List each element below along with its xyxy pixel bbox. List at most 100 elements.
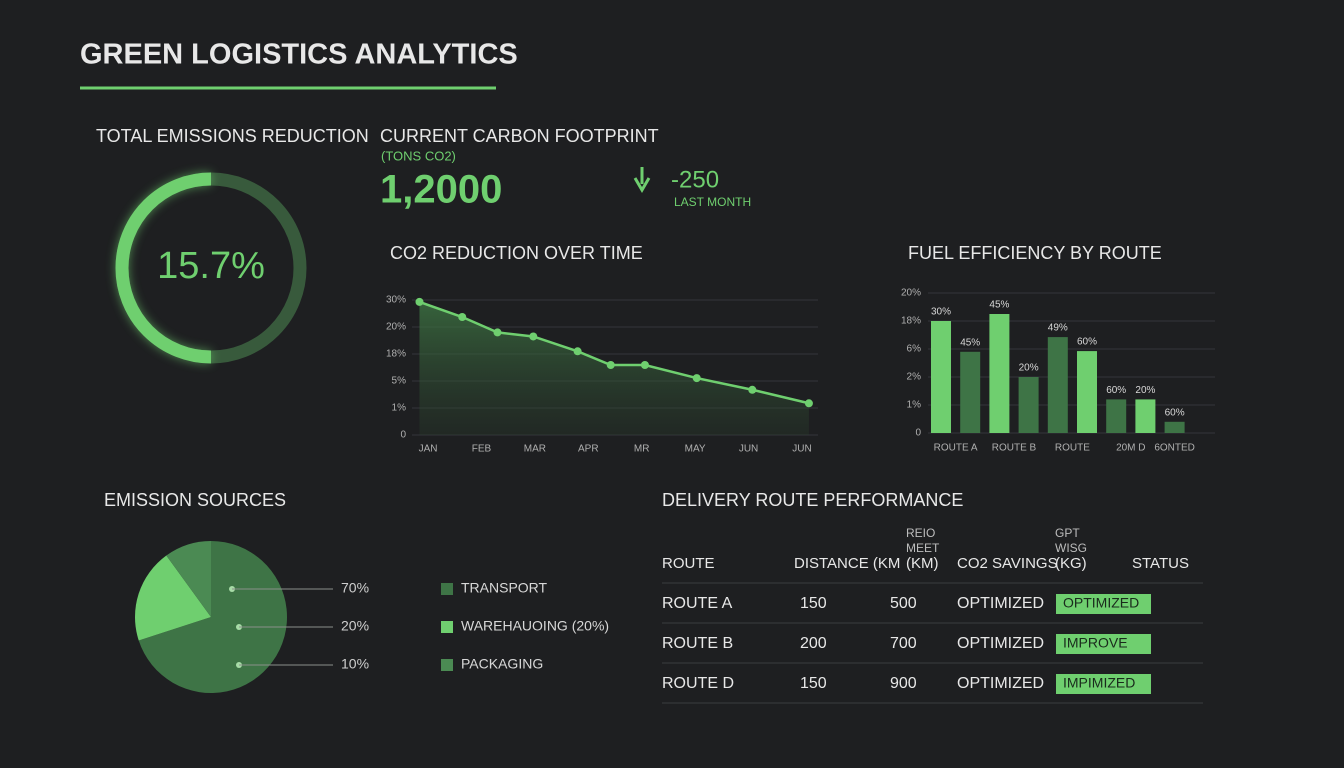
x-tick-label: ROUTE A — [934, 443, 978, 454]
table-cell: OPTIMIZED — [957, 595, 1044, 612]
bar — [1018, 377, 1039, 433]
line — [419, 300, 810, 405]
bar — [931, 321, 951, 433]
y-tick-label: 2% — [907, 372, 922, 383]
table-cell: ROUTE B — [662, 635, 733, 652]
table-cell: 900 — [890, 675, 917, 692]
y-tick-label: 1% — [907, 400, 922, 411]
bar-annotation: 60% — [1106, 385, 1126, 396]
y-tick-label: 20% — [901, 288, 921, 299]
kpi-change: -250 — [671, 166, 719, 193]
chart-title: EMISSION SOURCES — [104, 490, 286, 510]
x-tick-label: MAR — [524, 444, 546, 455]
legend-label: WAREHAUOING (20%) — [461, 618, 609, 634]
slice-label: 20% — [341, 618, 369, 634]
table-header: WISG — [1055, 541, 1087, 555]
x-tick-label: 6ONTED — [1154, 443, 1195, 454]
legend-swatch — [441, 583, 453, 595]
chart-title: FUEL EFFICIENCY BY ROUTE — [908, 243, 1162, 263]
table-cell: ROUTE D — [662, 675, 734, 692]
point — [606, 361, 615, 370]
x-tick-label: 20M D — [1116, 443, 1145, 454]
table-cell: OPTIMIZED — [957, 675, 1044, 692]
table-header: DISTANCE (KM — [794, 555, 900, 572]
legend-swatch — [441, 621, 453, 633]
point — [748, 385, 757, 394]
table-header: CO2 SAVINGS — [957, 555, 1058, 572]
x-tick-label: ROUTE B — [992, 443, 1037, 454]
table-header: (KM) — [906, 555, 939, 572]
kpi-unit: (TONS CO2) — [381, 148, 456, 163]
status-text: OPTIMIZED — [1063, 595, 1139, 611]
page-title: GREEN LOGISTICS ANALYTICS — [80, 39, 518, 71]
down-arrow — [633, 167, 651, 193]
table-cell: 500 — [890, 595, 917, 612]
y-tick-label: 6% — [907, 344, 922, 355]
point — [493, 328, 502, 337]
table-header: (KG) — [1055, 555, 1087, 572]
kpi-label: TOTAL EMISSIONS REDUCTION — [96, 126, 369, 146]
table-header: GPT — [1055, 526, 1080, 540]
bar-annotation: 60% — [1165, 407, 1185, 418]
table-header: REIO — [906, 526, 935, 540]
kpi-label: CURRENT CARBON FOOTPRINT — [380, 126, 659, 146]
point — [692, 374, 701, 383]
pie-slice — [166, 541, 211, 617]
point — [804, 399, 813, 408]
table-title: DELIVERY ROUTE PERFORMANCE — [662, 490, 963, 510]
point — [573, 347, 582, 356]
y-tick-label: 1% — [392, 403, 407, 414]
x-tick-label: MAY — [685, 444, 706, 455]
bar — [989, 314, 1010, 433]
table-cell: ROUTE A — [662, 595, 733, 612]
bar — [1077, 351, 1097, 433]
x-tick-label: JAN — [419, 444, 438, 455]
legend-label: PACKAGING — [461, 656, 543, 672]
table-header: STATUS — [1132, 555, 1189, 572]
status-text: IMPROVE — [1063, 635, 1128, 651]
x-tick-label: FEB — [472, 444, 492, 455]
table-cell: OPTIMIZED — [957, 635, 1044, 652]
x-tick-label: JUN — [739, 444, 758, 455]
bar — [1135, 399, 1156, 433]
table-cell: 200 — [800, 635, 827, 652]
area — [419, 301, 809, 435]
pie-slice — [138, 541, 287, 693]
x-tick-label: APR — [578, 444, 599, 455]
bar-annotation: 60% — [1077, 337, 1097, 348]
x-tick-label: ROUTE — [1055, 443, 1090, 454]
bar-annotation: 20% — [1135, 385, 1155, 396]
kpi-change-label: LAST MONTH — [674, 195, 751, 209]
bar — [1047, 337, 1068, 433]
chart-title: CO2 REDUCTION OVER TIME — [390, 243, 643, 263]
y-tick-label: 0 — [915, 428, 921, 439]
y-tick-label: 5% — [392, 376, 407, 387]
table-cell: 700 — [890, 635, 917, 652]
bar — [1106, 399, 1127, 433]
x-tick-label: JUN — [792, 444, 811, 455]
bar-annotation: 45% — [989, 300, 1009, 311]
y-tick-label: 0 — [400, 430, 406, 441]
x-tick-label: MR — [634, 444, 650, 455]
y-tick-label: 30% — [386, 295, 406, 306]
y-tick-label: 20% — [386, 322, 406, 333]
table-cell: 150 — [800, 595, 827, 612]
bar — [1164, 421, 1185, 433]
legend-label: TRANSPORT — [461, 580, 548, 596]
y-tick-label: 18% — [386, 349, 406, 360]
status-badge — [1056, 634, 1151, 654]
point — [640, 361, 649, 370]
table-cell: 150 — [800, 675, 827, 692]
point — [415, 297, 424, 306]
gauge-value: 15.7% — [157, 245, 265, 287]
bar-annotation: 20% — [1019, 363, 1039, 374]
slice-label: 70% — [341, 580, 369, 596]
legend-swatch — [441, 659, 453, 671]
bar-annotation: 49% — [1048, 323, 1068, 334]
bar — [960, 351, 981, 433]
status-badge — [1056, 674, 1151, 694]
table-header: ROUTE — [662, 555, 715, 572]
slice-label: 10% — [341, 656, 369, 672]
